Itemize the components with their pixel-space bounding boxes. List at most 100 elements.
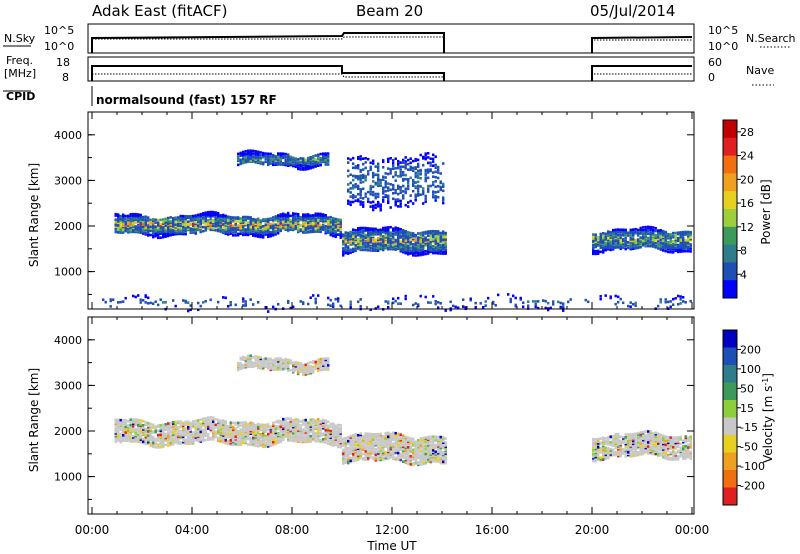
heatmap-cell <box>274 431 277 435</box>
heatmap-cell <box>199 418 202 421</box>
heatmap-cell <box>254 229 257 232</box>
heatmap-cell <box>519 298 522 301</box>
heatmap-cell <box>322 432 325 435</box>
heatmap-cell <box>352 446 355 449</box>
heatmap-cell <box>392 442 395 445</box>
heatmap-cell <box>244 441 247 445</box>
heatmap-cell <box>297 225 300 228</box>
heatmap-cell <box>432 195 435 199</box>
heatmap-cell <box>394 244 397 247</box>
heatmap-cell <box>212 431 215 434</box>
heatmap-cell <box>182 228 185 232</box>
heatmap-cell <box>689 230 692 234</box>
heatmap-cell <box>434 185 437 189</box>
heatmap-cell <box>252 152 255 155</box>
heatmap-cell <box>317 212 320 216</box>
heatmap-cell <box>277 156 280 159</box>
heatmap-cell <box>382 450 385 453</box>
heatmap-cell <box>377 202 380 205</box>
heatmap-cell <box>389 236 392 240</box>
heatmap-cell <box>352 166 355 170</box>
heatmap-cell <box>437 301 440 304</box>
heatmap-cell <box>637 245 640 248</box>
heatmap-cell <box>677 232 680 236</box>
heatmap-cell <box>287 211 290 215</box>
heatmap-cell <box>294 437 297 440</box>
heatmap-cell <box>304 217 307 221</box>
heatmap-cell <box>397 447 400 451</box>
heatmap-cell <box>664 247 667 250</box>
heatmap-cell <box>167 444 170 447</box>
heatmap-cell <box>127 217 130 220</box>
heatmap-cell <box>247 230 250 234</box>
heatmap-cell <box>134 433 137 436</box>
heatmap-cell <box>127 424 130 427</box>
heatmap-cell <box>324 419 327 422</box>
heatmap-cell <box>297 167 300 171</box>
heatmap-cell <box>397 235 400 238</box>
heatmap-cell <box>382 236 385 239</box>
heatmap-cell <box>257 229 260 233</box>
heatmap-cell <box>254 436 257 439</box>
heatmap-cell <box>419 444 422 447</box>
heatmap-cell <box>424 456 427 460</box>
heatmap-cell <box>229 229 232 233</box>
heatmap-cell <box>247 149 250 153</box>
heatmap-cell <box>439 172 442 175</box>
heatmap-cell <box>429 169 432 173</box>
heatmap-cell <box>189 220 192 224</box>
heatmap-cell <box>619 243 622 246</box>
heatmap-cell <box>264 426 267 429</box>
heatmap-cell <box>249 436 252 440</box>
heatmap-cell <box>224 440 227 444</box>
heatmap-cell <box>599 238 602 241</box>
heatmap-cell <box>267 221 270 225</box>
heatmap-cell <box>272 163 275 167</box>
heatmap-cell <box>227 215 230 218</box>
heatmap-cell <box>319 212 322 216</box>
heatmap-cell <box>277 441 280 445</box>
heatmap-cell <box>307 222 310 226</box>
heatmap-cell <box>287 301 290 304</box>
heatmap-cell <box>352 174 355 178</box>
heatmap-cell <box>174 219 177 222</box>
heatmap-cell <box>402 158 405 162</box>
heatmap-cell <box>377 441 380 444</box>
heatmap-cell <box>282 438 285 442</box>
heatmap-cell <box>562 305 565 308</box>
heatmap-cell <box>242 229 245 233</box>
heatmap-cell <box>137 437 140 441</box>
heatmap-cell <box>372 233 375 236</box>
heatmap-cell <box>162 425 165 428</box>
heatmap-cell <box>427 176 430 180</box>
heatmap-cell <box>682 250 685 253</box>
heatmap-cell <box>594 243 597 246</box>
heatmap-cell <box>142 437 145 441</box>
heatmap-cell <box>234 423 237 426</box>
heatmap-cell <box>179 218 182 222</box>
heatmap-cell <box>142 219 145 223</box>
heatmap-cell <box>202 220 205 223</box>
heatmap-cell <box>304 225 307 229</box>
heatmap-cell <box>414 167 417 171</box>
heatmap-cell <box>307 214 310 218</box>
heatmap-cell <box>207 221 210 225</box>
heatmap-cell <box>394 203 397 207</box>
heatmap-cell <box>194 428 197 431</box>
heatmap-cell <box>192 442 195 445</box>
heatmap-cell <box>132 430 135 434</box>
heatmap-cell <box>359 168 362 172</box>
heatmap-cell <box>329 222 332 226</box>
heatmap-cell <box>169 225 172 229</box>
heatmap-cell <box>362 168 365 171</box>
heatmap-cell <box>349 203 352 207</box>
heatmap-cell <box>319 214 322 217</box>
heatmap-cell <box>247 153 250 157</box>
heatmap-cell <box>607 241 610 244</box>
heatmap-cell <box>312 164 315 168</box>
heatmap-cell <box>202 421 205 425</box>
heatmap-cell <box>272 231 275 234</box>
heatmap-cell <box>174 304 177 308</box>
heatmap-cell <box>277 152 280 155</box>
